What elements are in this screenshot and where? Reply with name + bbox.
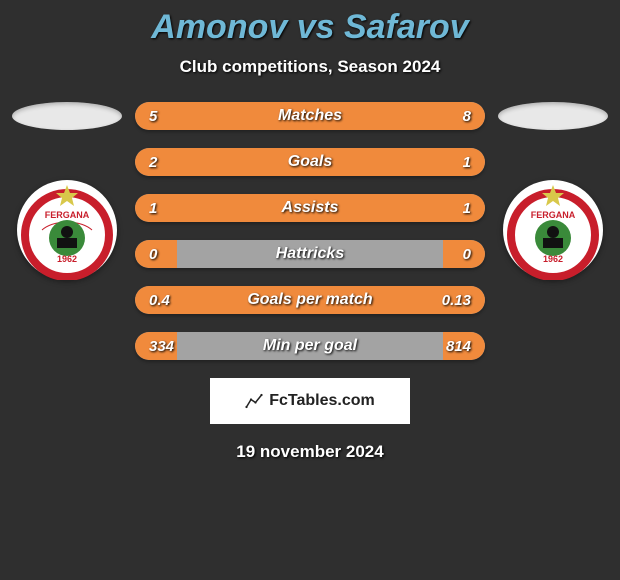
stat-bars: 5Matches82Goals11Assists10Hattricks00.4G… [135,102,485,360]
stat-value-right: 0 [463,246,471,263]
brand-box: FcTables.com [210,378,410,424]
player-photo-placeholder [12,102,122,130]
svg-text:FERGANA: FERGANA [531,210,576,220]
subtitle: Club competitions, Season 2024 [0,47,620,77]
stat-value-right: 1 [463,154,471,171]
date-text: 19 november 2024 [0,424,620,462]
club-badge-icon: FERGANA 1962 [17,180,117,280]
stat-row: 0.4Goals per match0.13 [135,286,485,314]
stat-label: Hattricks [135,245,485,263]
stat-row: 0Hattricks0 [135,240,485,268]
right-player-column: FERGANA 1962 [493,102,613,280]
stat-row: 334Min per goal814 [135,332,485,360]
chart-icon [245,392,263,410]
comparison-infographic: Amonov vs Safarov Club competitions, Sea… [0,0,620,580]
brand-text: FcTables.com [269,392,375,410]
stat-label: Goals per match [135,291,485,309]
stat-row: 5Matches8 [135,102,485,130]
stat-value-right: 1 [463,200,471,217]
content-row: FERGANA 1962 5Matches82Goals11Assists10H… [0,102,620,360]
right-club-logo: FERGANA 1962 [503,180,603,280]
stat-row: 2Goals1 [135,148,485,176]
svg-text:1962: 1962 [543,254,563,264]
stat-row: 1Assists1 [135,194,485,222]
svg-text:FERGANA: FERGANA [45,210,90,220]
stat-label: Goals [135,153,485,171]
stat-label: Assists [135,199,485,217]
page-title: Amonov vs Safarov [0,0,620,47]
svg-text:1962: 1962 [57,254,77,264]
left-player-column: FERGANA 1962 [7,102,127,280]
player-photo-placeholder [498,102,608,130]
left-club-logo: FERGANA 1962 [17,180,117,280]
stat-value-right: 0.13 [442,292,471,309]
club-badge-icon: FERGANA 1962 [503,180,603,280]
stat-label: Matches [135,107,485,125]
stat-label: Min per goal [135,337,485,355]
stat-value-right: 8 [463,108,471,125]
stat-value-right: 814 [446,338,471,355]
